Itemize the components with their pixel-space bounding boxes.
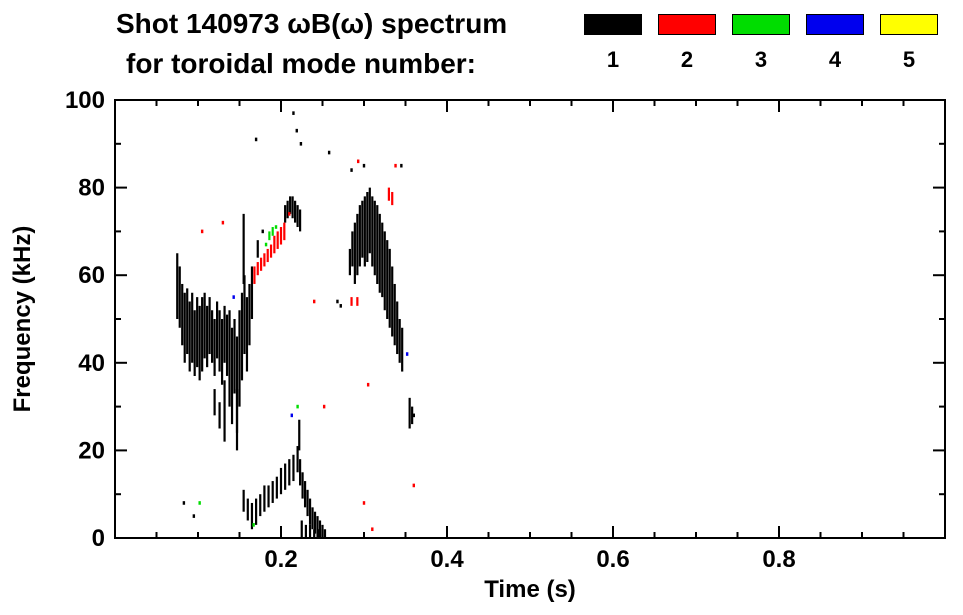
- series-mode-4: [232, 295, 409, 418]
- y-tick-label: 100: [65, 87, 105, 114]
- y-tick-label: 20: [78, 437, 105, 464]
- series-mode-2: [200, 159, 415, 532]
- y-tick-label: 0: [92, 525, 105, 552]
- legend-label-mode-2: 2: [680, 47, 694, 72]
- x-axis-label: Time (s): [484, 576, 576, 603]
- y-tick-label: 60: [78, 262, 105, 289]
- legend-swatch-mode-3: [732, 14, 790, 35]
- series-mode-1: [176, 111, 415, 538]
- axis-ticks: [115, 99, 945, 539]
- x-tick-label: 0.8: [762, 546, 795, 573]
- legend-label-mode-1: 1: [606, 47, 620, 72]
- series-mode-3: [198, 225, 299, 527]
- legend-swatch-mode-4: [806, 14, 864, 35]
- y-axis-label: Frequency (kHz): [9, 225, 36, 413]
- legend-label-mode-3: 3: [754, 47, 768, 72]
- y-tick-label: 80: [78, 175, 105, 202]
- legend-label-mode-5: 5: [902, 47, 916, 72]
- legend-swatch-mode-5: [880, 14, 938, 35]
- chart-subtitle: for toroidal mode number:: [126, 48, 476, 79]
- legend-swatch-mode-1: [584, 14, 642, 35]
- y-tick-label: 40: [78, 350, 105, 377]
- x-tick-label: 0.2: [264, 546, 297, 573]
- mode-legend: 1 2 3 4 5: [576, 14, 946, 71]
- x-tick-label: 0.4: [430, 546, 464, 573]
- legend-swatch-mode-2: [658, 14, 716, 35]
- x-tick-label: 0.6: [596, 546, 629, 573]
- legend-label-mode-4: 4: [828, 47, 842, 72]
- chart-title: Shot 140973 ωB(ω) spectrum: [116, 8, 508, 39]
